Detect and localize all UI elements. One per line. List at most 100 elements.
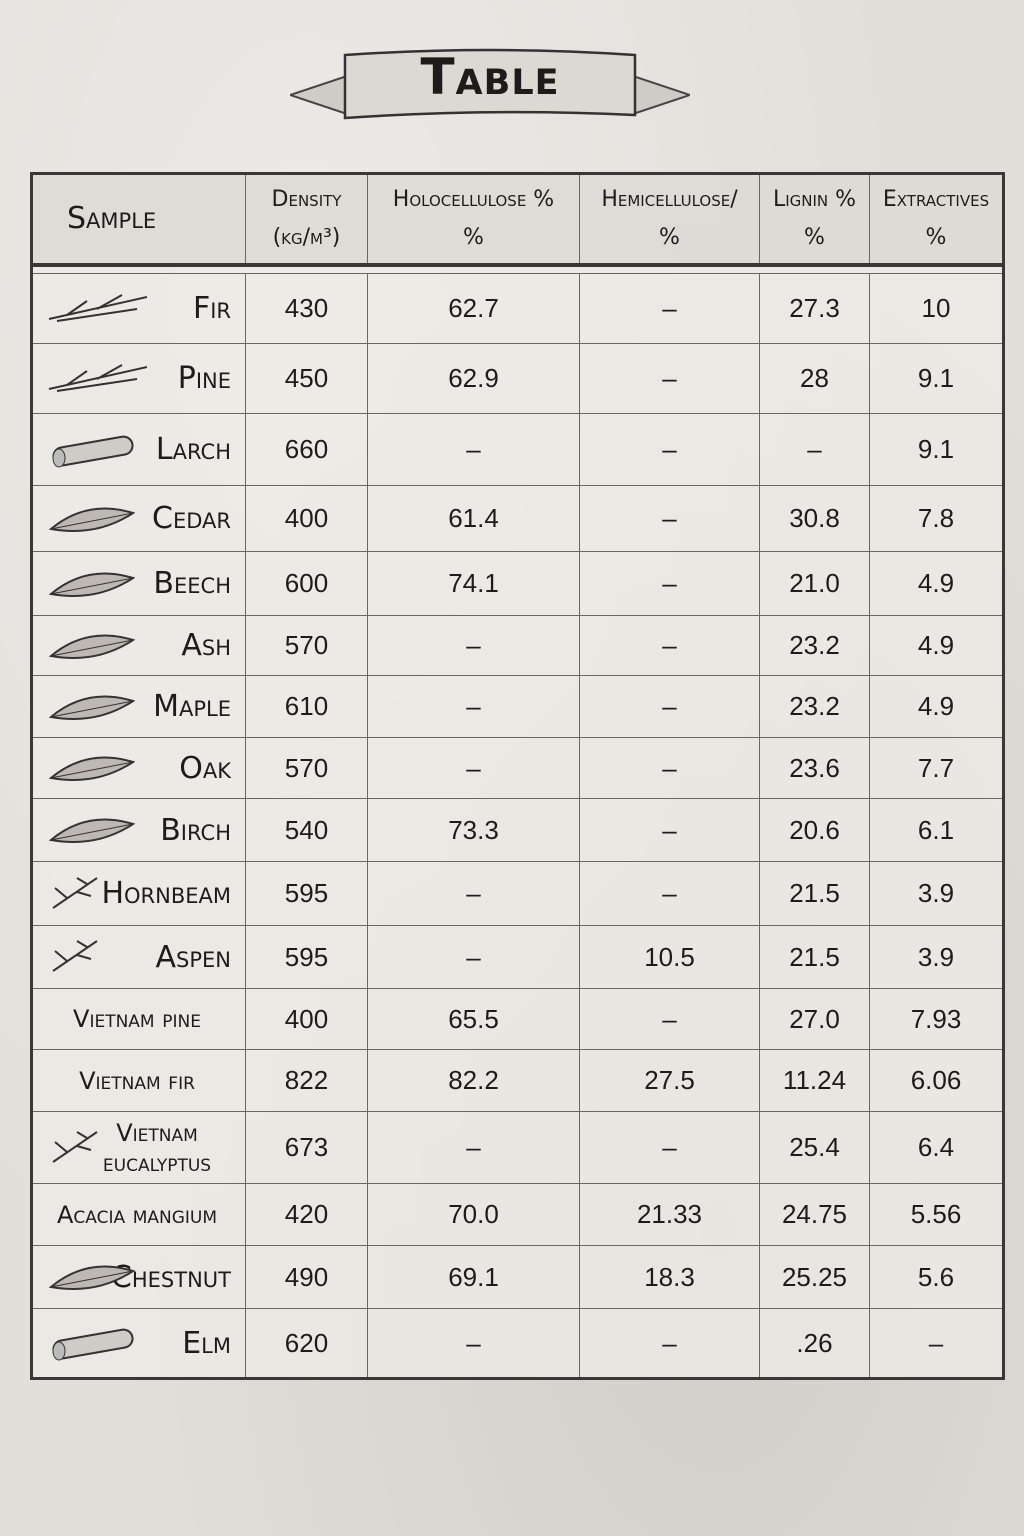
sample-cell: Hornbeam xyxy=(31,861,246,926)
sample-cell: Cedar xyxy=(31,485,246,552)
header-text: Density xyxy=(271,187,342,212)
lignin-cell: 23.2 xyxy=(759,615,870,676)
hemicellulose-cell: – xyxy=(579,413,760,486)
column-header-hemicellulose: Hemicellulose/% xyxy=(579,173,760,267)
hemicellulose-cell: – xyxy=(579,615,760,676)
hemicellulose-cell: – xyxy=(579,1111,760,1184)
lignin-cell: 20.6 xyxy=(759,798,870,862)
density-cell: 420 xyxy=(245,1183,368,1246)
holocellulose-cell: 62.9 xyxy=(367,343,580,414)
sample-cell: Aspen xyxy=(31,925,246,989)
sample-name: Cedar xyxy=(152,501,231,536)
holocellulose-cell: – xyxy=(367,1111,580,1184)
sample-name: Chestnut xyxy=(110,1259,231,1295)
density-cell: 570 xyxy=(245,737,368,799)
holocellulose-cell: 74.1 xyxy=(367,551,580,616)
table-row: Vietnam eucalyptus 673– –25.4 6.4 xyxy=(31,1111,1004,1184)
sample-name: Vietnam pine xyxy=(73,1005,201,1033)
holocellulose-cell: 61.4 xyxy=(367,485,580,552)
page-title: Table xyxy=(420,48,560,106)
table-row: Birch 540 73.3–20.6 6.1 xyxy=(31,798,1004,862)
header-unit: % xyxy=(659,225,680,250)
table-row: Cedar 400 61.4–30.8 7.8 xyxy=(31,485,1004,552)
holocellulose-cell: – xyxy=(367,413,580,486)
density-cell: 595 xyxy=(245,925,368,989)
header-row: Sample Density (kg/m³) Holocellulose %% H… xyxy=(31,173,1004,267)
holocellulose-cell: – xyxy=(367,925,580,989)
leaf-icon xyxy=(48,507,136,532)
sample-cell: Chestnut xyxy=(31,1245,246,1309)
extractives-cell: 9.1 xyxy=(869,413,1004,486)
column-header-extractives: Extractives% xyxy=(869,173,1004,267)
lignin-cell: 21.5 xyxy=(759,861,870,926)
leaf-icon xyxy=(48,756,136,781)
column-header-lignin: Lignin %% xyxy=(759,173,870,267)
sample-cell: Ash xyxy=(31,615,246,676)
extractives-cell: – xyxy=(869,1308,1004,1379)
density-cell: 610 xyxy=(245,675,368,738)
lignin-cell: 23.2 xyxy=(759,675,870,738)
lignin-cell: – xyxy=(759,413,870,486)
sample-name: Beech xyxy=(153,566,231,601)
hemicellulose-cell: – xyxy=(579,1308,760,1379)
density-cell: 400 xyxy=(245,988,368,1050)
leaf-icon xyxy=(48,695,136,720)
sample-cell: Larch xyxy=(31,413,246,486)
extractives-cell: 5.56 xyxy=(869,1183,1004,1246)
sample-cell: Vietnam pine xyxy=(31,988,246,1050)
hemicellulose-cell: – xyxy=(579,737,760,799)
density-cell: 822 xyxy=(245,1049,368,1112)
sample-name: Vietnam fir xyxy=(79,1066,195,1095)
hemicellulose-cell: – xyxy=(579,798,760,862)
sample-name: Acacia mangium xyxy=(56,1200,218,1229)
density-cell: 595 xyxy=(245,861,368,926)
table-row: Oak 570– –23.6 7.7 xyxy=(31,737,1004,799)
log-icon xyxy=(52,1328,134,1361)
lignin-cell: 21.0 xyxy=(759,551,870,616)
extractives-cell: 6.06 xyxy=(869,1049,1004,1112)
twig-icon xyxy=(48,363,147,392)
leaf-icon xyxy=(48,1265,136,1290)
table-row: Ash 570– –23.2 4.9 xyxy=(31,615,1004,676)
density-cell: 430 xyxy=(245,273,368,344)
holocellulose-cell: 73.3 xyxy=(367,798,580,862)
header-text: Holocellulose % xyxy=(392,187,555,212)
leaf-icon xyxy=(48,634,136,659)
table-row: Vietnam pine 400 65.5–27.0 7.93 xyxy=(31,988,1004,1050)
branch-icon xyxy=(52,876,98,909)
branch-icon xyxy=(52,940,98,972)
extractives-cell: 6.1 xyxy=(869,798,1004,862)
extractives-cell: 5.6 xyxy=(869,1245,1004,1309)
density-cell: 450 xyxy=(245,343,368,414)
table-row: Elm 620– – .26– xyxy=(31,1308,1004,1379)
lignin-cell: 23.6 xyxy=(759,737,870,799)
density-cell: 570 xyxy=(245,615,368,676)
extractives-cell: 6.4 xyxy=(869,1111,1004,1184)
header-text: Lignin % xyxy=(772,187,857,212)
extractives-cell: 4.9 xyxy=(869,551,1004,616)
hemicellulose-cell: – xyxy=(579,485,760,552)
twig-icon xyxy=(48,293,147,322)
density-cell: 540 xyxy=(245,798,368,862)
holocellulose-cell: 65.5 xyxy=(367,988,580,1050)
density-cell: 660 xyxy=(245,413,368,486)
header-unit: (kg/m³) xyxy=(272,225,341,250)
hemicellulose-cell: 27.5 xyxy=(579,1049,760,1112)
sample-cell: Beech xyxy=(31,551,246,616)
header-unit: % xyxy=(804,225,825,250)
extractives-cell: 4.9 xyxy=(869,675,1004,738)
sample-cell: Acacia mangium xyxy=(31,1183,246,1246)
sample-name: Aspen xyxy=(155,939,232,975)
sample-name: Fir xyxy=(192,291,231,326)
density-cell: 620 xyxy=(245,1308,368,1379)
header-text: Hemicellulose/ xyxy=(601,187,738,212)
extractives-cell: 3.9 xyxy=(869,861,1004,926)
hemicellulose-cell: – xyxy=(579,343,760,414)
table-row: Vietnam fir 822 82.2 27.5 11.24 6.06 xyxy=(31,1049,1004,1112)
sample-cell: Pine xyxy=(31,343,246,414)
sample-cell: Vietnam fir xyxy=(31,1049,246,1112)
hemicellulose-cell: – xyxy=(579,273,760,344)
table-row: Acacia mangium 420 70.0 21.33 24.75 5.56 xyxy=(31,1183,1004,1246)
holocellulose-cell: 69.1 xyxy=(367,1245,580,1309)
sample-cell: Maple xyxy=(31,675,246,738)
